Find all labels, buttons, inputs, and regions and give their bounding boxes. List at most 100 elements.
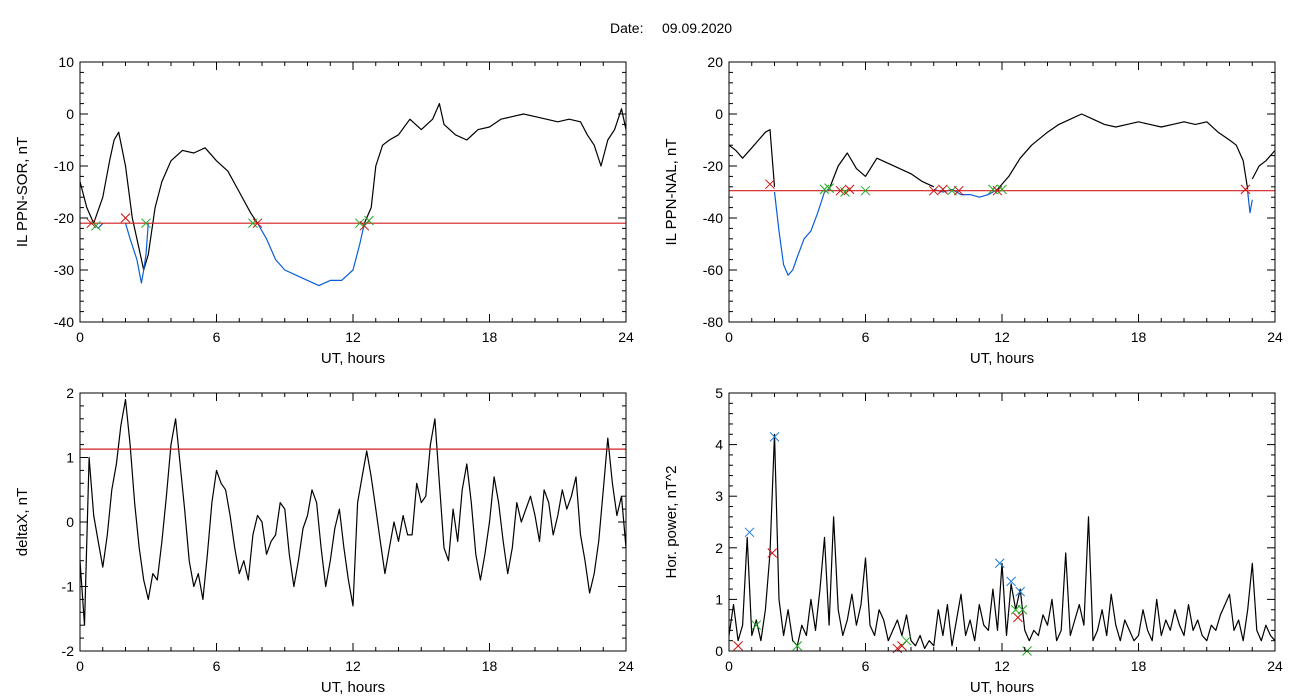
y-tick-label: 0 xyxy=(66,514,74,530)
x-tick-label: 0 xyxy=(725,329,733,345)
panel-1: 0 6 12 18 24 -40 -30 -20 -10 0 10 UT, hours IL PPN-S… xyxy=(14,54,634,367)
plot-frame xyxy=(79,61,627,323)
event-marker-red xyxy=(252,218,263,229)
event-marker-blue xyxy=(1006,576,1016,587)
event-marker-green xyxy=(354,218,365,229)
x-tick-label: 24 xyxy=(618,329,634,345)
x-tick-label: 6 xyxy=(862,658,870,674)
x-tick-label: 0 xyxy=(76,329,84,345)
series-line-blue xyxy=(773,188,830,276)
x-tick-label: 24 xyxy=(1267,329,1283,345)
event-marker-red xyxy=(844,184,855,195)
x-axis-label: UT, hours xyxy=(321,679,385,696)
x-tick-label: 18 xyxy=(482,329,498,345)
event-marker-red xyxy=(953,185,964,196)
x-axis-label: UT, hours xyxy=(970,679,1034,696)
event-marker-green xyxy=(1017,604,1028,615)
y-axis-label: IL PPN-NAL, nT xyxy=(663,139,680,246)
plot-frame xyxy=(79,392,627,652)
event-marker-red xyxy=(767,548,778,558)
event-marker-green xyxy=(824,183,834,193)
panel-2: 0 6 12 18 24 -80 -60 -40 -20 0 20 UT, hours IL PPN-N… xyxy=(663,54,1283,367)
y-axis-label: deltaX, nT xyxy=(14,488,31,556)
y-tick-label: -20 xyxy=(54,210,74,226)
y-tick-label: -80 xyxy=(703,314,723,330)
series-line-black xyxy=(79,131,258,271)
x-axis-label: UT, hours xyxy=(970,350,1034,367)
series-line-blue xyxy=(1247,191,1253,214)
event-marker-green xyxy=(364,215,374,226)
x-tick-label: 18 xyxy=(1131,658,1147,674)
series-line-black xyxy=(363,102,627,224)
x-tick-label: 12 xyxy=(994,329,1010,345)
event-marker-green xyxy=(901,635,912,646)
y-tick-label: 20 xyxy=(707,54,723,70)
series-line-black xyxy=(997,113,1249,190)
x-tick-label: 24 xyxy=(1267,658,1283,674)
y-tick-label: 2 xyxy=(66,385,74,401)
y-tick-label: 0 xyxy=(715,643,723,659)
event-marker-red xyxy=(937,184,948,195)
x-tick-label: 6 xyxy=(213,329,221,345)
event-marker-green xyxy=(947,185,957,196)
y-tick-label: -40 xyxy=(703,210,723,226)
event-marker-red xyxy=(733,640,743,651)
x-tick-label: 18 xyxy=(1131,329,1147,345)
event-marker-red xyxy=(928,185,939,196)
y-tick-label: -40 xyxy=(54,314,74,330)
event-marker-red xyxy=(892,643,903,654)
plot-frame xyxy=(728,392,1276,652)
x-tick-label: 6 xyxy=(862,329,870,345)
x-tick-label: 0 xyxy=(76,658,84,674)
event-marker-green xyxy=(860,185,871,196)
y-tick-label: 0 xyxy=(715,106,723,122)
event-marker-blue xyxy=(994,558,1005,569)
x-tick-label: 0 xyxy=(725,658,733,674)
event-marker-green xyxy=(248,218,258,229)
event-marker-blue xyxy=(744,527,755,538)
date-value: 09.09.2020 xyxy=(662,20,732,36)
x-tick-label: 24 xyxy=(618,658,634,674)
y-tick-label: -20 xyxy=(703,158,723,174)
y-tick-label: 3 xyxy=(715,488,723,504)
series-line-black xyxy=(79,398,627,626)
y-tick-label: -30 xyxy=(54,262,74,278)
plot-frame xyxy=(728,61,1276,323)
series-line-black xyxy=(828,152,935,190)
event-marker-red xyxy=(1013,612,1023,623)
x-axis-label: UT, hours xyxy=(321,350,385,367)
event-marker-green xyxy=(91,220,101,231)
y-tick-label: 0 xyxy=(66,106,74,122)
y-tick-label: 2 xyxy=(715,540,723,556)
event-marker-green xyxy=(997,184,1007,195)
event-marker-red xyxy=(1240,184,1251,195)
series-line-black xyxy=(1251,150,1276,180)
y-tick-label: 10 xyxy=(58,54,74,70)
y-axis-label: IL PPN-SOR, nT xyxy=(14,137,31,247)
y-tick-label: 1 xyxy=(66,450,74,466)
series-line-blue xyxy=(124,223,149,284)
y-tick-label: -1 xyxy=(62,579,75,595)
x-tick-label: 18 xyxy=(482,658,498,674)
event-marker-red xyxy=(120,213,131,223)
y-axis-label: Hor. power, nT^2 xyxy=(663,466,680,579)
y-tick-label: 4 xyxy=(715,437,723,453)
event-marker-green xyxy=(792,640,803,651)
event-marker-blue xyxy=(769,432,780,442)
event-marker-green xyxy=(1010,604,1021,615)
y-tick-label: -2 xyxy=(62,643,75,659)
event-marker-green xyxy=(840,187,850,197)
y-tick-label: -60 xyxy=(703,262,723,278)
event-marker-blue xyxy=(1015,586,1026,597)
x-tick-label: 12 xyxy=(345,329,361,345)
event-marker-green xyxy=(141,218,151,229)
x-tick-label: 6 xyxy=(213,658,221,674)
event-marker-green xyxy=(751,620,762,631)
y-tick-label: -10 xyxy=(54,158,74,174)
y-tick-label: 1 xyxy=(715,591,723,607)
y-tick-label: 5 xyxy=(715,385,723,401)
event-marker-red xyxy=(86,218,97,229)
